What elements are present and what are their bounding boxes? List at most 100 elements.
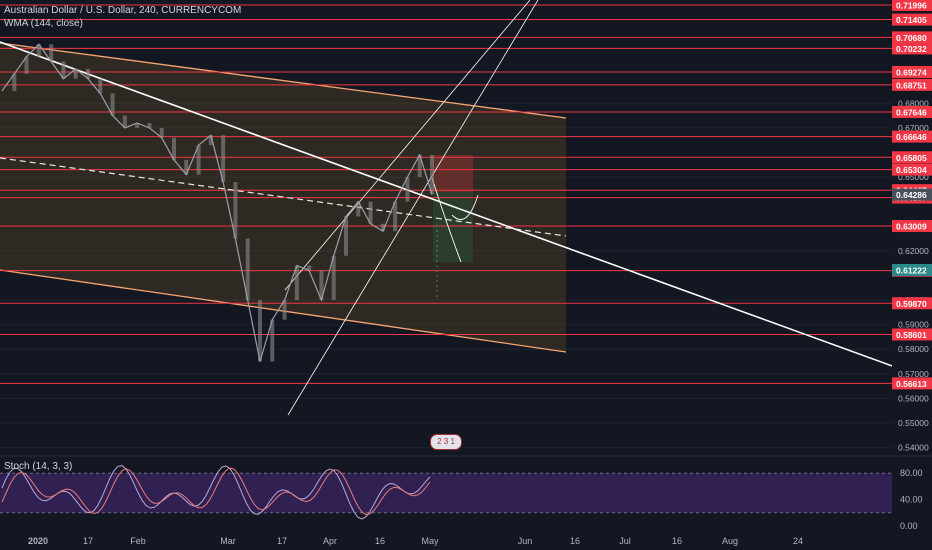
trend-drawings [0,0,896,416]
time-tick-label: Apr [323,536,337,546]
time-axis: 2020 17 Feb Mar 17 Apr 16 May Jun 16 Jul 16 Aug 24 [28,536,803,546]
time-tick-label: Jul [619,536,631,546]
candle [61,61,66,79]
candle [417,154,422,178]
price-level-label-bg [892,78,932,91]
time-tick-label: Jun [518,536,533,546]
stoch-d-line [1,467,431,516]
price-tick-label: 0.56000 [898,393,929,403]
price-level-label-bg [892,0,932,12]
price-tick-label: 0.67000 [898,123,929,133]
time-tick-label: 16 [672,536,682,546]
stoch-k-line [1,465,431,520]
target-zone [433,192,473,262]
price-level-label: 0.69274 [896,67,927,77]
price-level-label-bg [892,377,932,390]
price-level-label-bg [892,163,932,176]
price-level-label-bg [892,220,932,233]
candle [331,255,336,301]
candle [270,319,275,362]
price-level-label: 0.70232 [896,44,927,54]
candle [98,78,103,94]
candle [49,44,54,62]
price-level-label-bg [892,42,932,55]
price-level-label: 0.66646 [896,132,927,142]
candle [24,56,29,74]
candle [380,223,385,232]
candle [294,265,299,301]
candle [184,159,189,175]
price-tick-label: 0.54000 [898,443,929,453]
price-level-label: 0.70680 [896,33,927,43]
candle [258,300,262,362]
price-level-label-bg [892,151,932,164]
rising-channel-upper [287,0,539,416]
candle [110,93,115,116]
stoch-pane: 80.00 40.00 0.00 [0,455,932,531]
candle [221,135,226,182]
stoch-tick-label: 40.00 [900,495,923,505]
time-tick-label: May [421,536,439,546]
price-level-label: 0.71405 [896,15,927,25]
price-level-label: 0.56613 [896,379,927,389]
candle [319,270,324,301]
price-level-label: 0.59870 [896,299,927,309]
price-level-label: 0.65304 [896,165,927,175]
price-level-label-bg [892,297,932,310]
candle [344,216,348,256]
candle [196,145,201,175]
price-tick-label: 0.57000 [898,369,929,379]
time-tick-label: 24 [793,536,803,546]
price-tick-label: 0.55000 [898,418,929,428]
projection-path-down [431,177,462,263]
candle [282,300,287,320]
stoch-tick-label: 0.00 [900,521,918,531]
candle [393,201,398,232]
stop-zone [433,155,473,192]
time-tick-label: 16 [570,536,580,546]
candle [368,201,373,224]
candle [405,177,410,202]
price-level-label: 0.71996 [896,1,927,11]
time-tick-label: 2020 [28,536,48,546]
wma-price-label-bg [892,263,932,276]
candle [159,127,164,138]
price-tick-label: 0.59000 [898,320,929,330]
candle [208,135,213,146]
events-badge[interactable]: 2 3 1 [430,434,462,450]
channel-upper-line [0,42,567,119]
wma-price-label: 0.61222 [896,265,927,275]
price-line [1,43,433,362]
candle [245,238,250,301]
price-tick-label: 0.65000 [898,172,929,182]
price-tick-label: 0.58000 [898,344,929,354]
time-tick-label: Feb [130,536,146,546]
wma-indicator-label: WMA (144, close) [4,18,83,29]
price-level-label: 0.63009 [896,222,927,232]
price-series [1,43,434,362]
stoch-tick-label: 80.00 [900,468,923,478]
candle [86,68,90,79]
time-tick-label: 16 [375,536,385,546]
projection-path-up [451,194,479,220]
price-level-label-bg [892,31,932,44]
stoch-indicator-label: Stoch (14, 3, 3) [4,461,73,472]
rising-channel-lower [284,0,531,291]
price-level-label-bg [892,65,932,78]
symbol-title: Australian Dollar / U.S. Dollar, 240, CU… [4,5,242,16]
price-level-label: 0.67646 [896,108,927,118]
candle [147,122,152,128]
price-level-label: 0.68751 [896,80,927,90]
candle [12,73,17,91]
time-tick-label: 17 [83,536,93,546]
time-tick-label: 17 [277,536,287,546]
price-level-label: 0.65805 [896,153,927,163]
candle [36,44,41,57]
current-price-label-bg [892,188,932,201]
price-level-lines [0,4,892,384]
candle [135,122,140,128]
price-level-label-bg [892,106,932,119]
candle [233,182,238,239]
candle [430,154,434,195]
